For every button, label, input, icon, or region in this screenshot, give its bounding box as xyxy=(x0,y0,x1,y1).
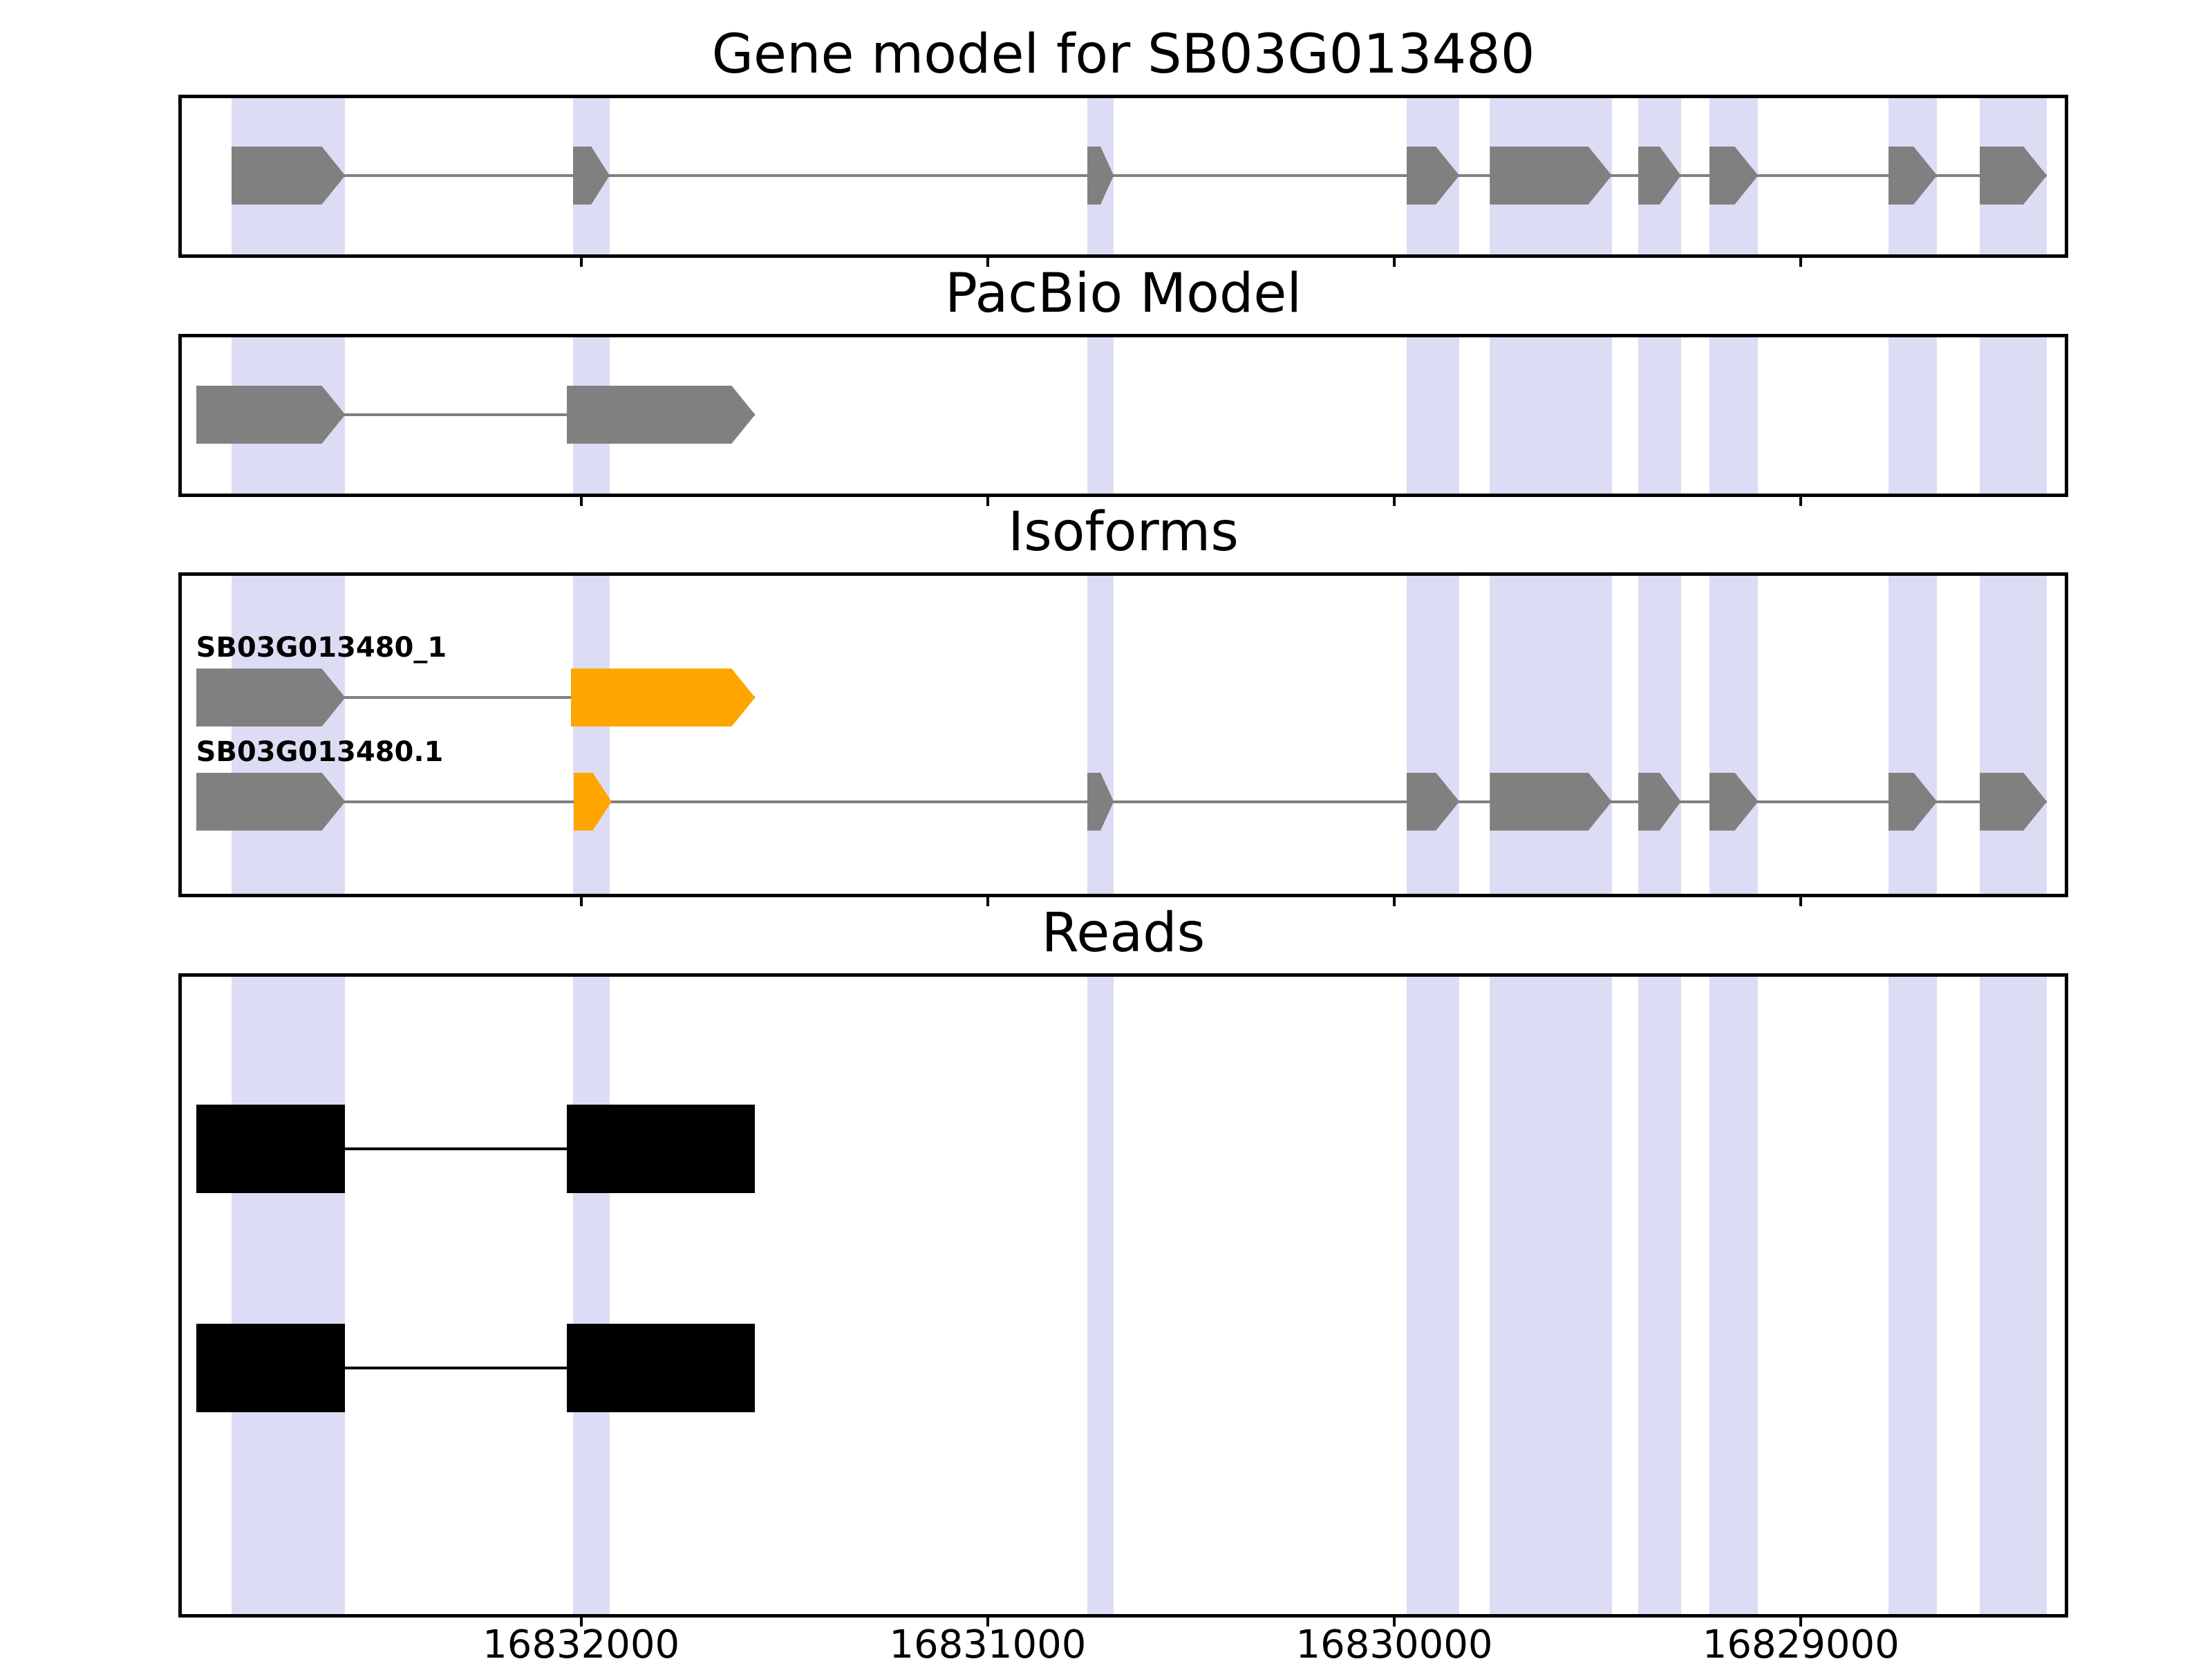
axis-tick xyxy=(579,497,583,506)
x-tick-label: 16831000 xyxy=(889,1622,1087,1659)
exon xyxy=(570,668,756,727)
exon-highlight-band xyxy=(1406,576,1460,894)
axis-tick xyxy=(1393,258,1396,267)
intron-line xyxy=(196,1367,756,1370)
panel-title-reads: Reads xyxy=(1041,902,1206,964)
exon-highlight-band xyxy=(572,977,610,1614)
intron-line xyxy=(231,174,2047,177)
exon-highlight-band xyxy=(1888,337,1938,494)
panel-gene-model xyxy=(178,95,2068,267)
axis-tick xyxy=(1393,497,1396,506)
exon-highlight-band xyxy=(1638,576,1681,894)
x-tick-label: 16832000 xyxy=(482,1622,680,1659)
exon-highlight-band xyxy=(1709,977,1759,1614)
axis-tick xyxy=(579,258,583,267)
axis-tick xyxy=(579,1618,583,1627)
panel-title-pacbio-model: PacBio Model xyxy=(944,263,1302,325)
exon xyxy=(1490,146,1612,205)
exon-highlight-band xyxy=(1638,337,1681,494)
exon-highlight-band xyxy=(1087,977,1114,1614)
axis-tick xyxy=(1799,497,1803,506)
axis-tick xyxy=(579,897,583,906)
exon-highlight-band xyxy=(1709,337,1759,494)
axis-tick xyxy=(1799,897,1803,906)
exon xyxy=(196,385,346,444)
isoform-label: SB03G013480_1 xyxy=(196,632,447,664)
exon xyxy=(196,772,346,831)
axis-tick xyxy=(1393,897,1396,906)
exon xyxy=(1490,772,1612,831)
exon-highlight-band xyxy=(1490,337,1612,494)
exon xyxy=(196,1324,346,1413)
exon-highlight-band xyxy=(1709,576,1759,894)
axis-tick xyxy=(986,1618,989,1627)
panel-title-gene-model: Gene model for SB03G013480 xyxy=(711,24,1535,86)
exon-highlight-band xyxy=(1980,576,2047,894)
exon-highlight-band xyxy=(1638,977,1681,1614)
intron-line xyxy=(196,800,2047,803)
axis-tick xyxy=(986,897,989,906)
axis-tick xyxy=(986,497,989,506)
axis-tick xyxy=(1799,258,1803,267)
intron-line xyxy=(196,1147,756,1150)
exon xyxy=(567,1104,756,1193)
isoform-label: SB03G013480.1 xyxy=(196,735,444,768)
axis-tick xyxy=(1799,1618,1803,1627)
exon xyxy=(196,1104,346,1193)
intron-line xyxy=(196,413,756,416)
exon xyxy=(567,385,756,444)
exon-highlight-band xyxy=(1087,576,1114,894)
axis-tick xyxy=(1393,1618,1396,1627)
exon-highlight-band xyxy=(231,576,346,894)
axis-tick xyxy=(986,258,989,267)
exon-highlight-band xyxy=(1490,576,1612,894)
panel-isoforms: SB03G013480_1 SB03G013480.1 xyxy=(178,572,2068,906)
exon xyxy=(567,1324,756,1413)
exon-highlight-band xyxy=(231,977,346,1614)
exon-highlight-band xyxy=(1490,977,1612,1614)
exon-highlight-band xyxy=(1980,977,2047,1614)
exon-highlight-band xyxy=(1406,977,1460,1614)
exon xyxy=(231,146,346,205)
panel-pacbio-model xyxy=(178,334,2068,506)
x-axis-labels: 16832000 16831000 16830000 16829000 xyxy=(0,1626,2212,1659)
exon-highlight-band xyxy=(1888,977,1938,1614)
exon-highlight-band xyxy=(1980,337,2047,494)
exon-highlight-band xyxy=(572,576,610,894)
x-tick-label: 16829000 xyxy=(1702,1622,1900,1659)
panel-reads xyxy=(178,973,2068,1627)
panel-title-isoforms: Isoforms xyxy=(1008,501,1239,563)
intron-line xyxy=(196,696,756,700)
exon-highlight-band xyxy=(1406,337,1460,494)
exon xyxy=(196,668,346,727)
exon-highlight-band xyxy=(1888,576,1938,894)
exon-highlight-band xyxy=(1087,337,1114,494)
x-tick-label: 16830000 xyxy=(1295,1622,1493,1659)
